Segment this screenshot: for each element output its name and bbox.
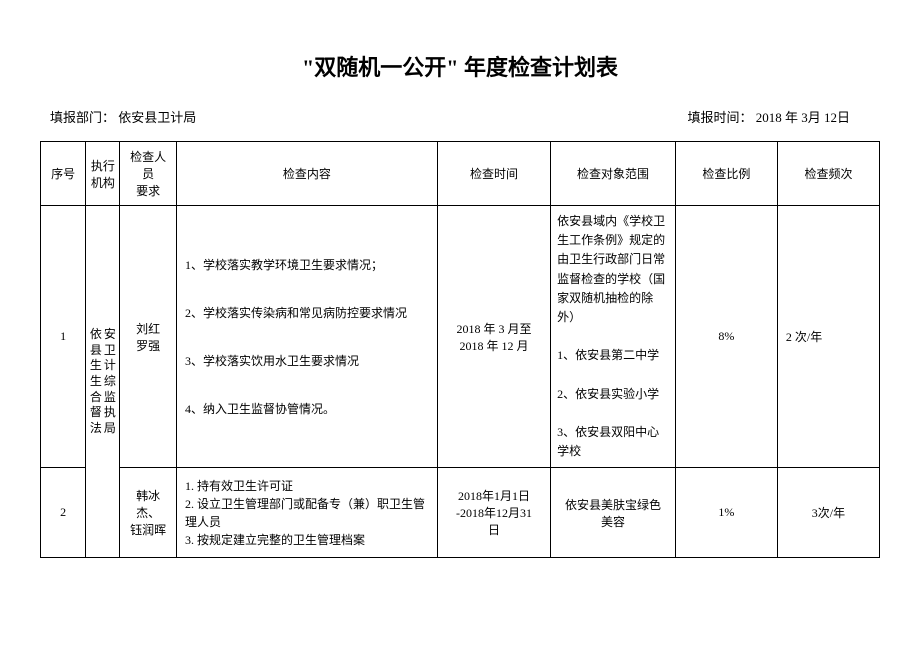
- cell-scope: 依安县美肤宝绿色美容: [551, 468, 676, 558]
- cell-scope: 依安县域内《学校卫生工作条例》规定的由卫生行政部门日常监督检查的学校（国家双随机…: [551, 206, 676, 468]
- header-freq: 检查频次: [777, 142, 879, 206]
- cell-time: 2018年1月1日-2018年12月31日: [437, 468, 550, 558]
- meta-left-label: 填报部门：: [50, 110, 115, 125]
- cell-org: 依县生生合督法 安卫计综监执局: [86, 206, 120, 558]
- header-seq: 序号: [41, 142, 86, 206]
- header-content: 检查内容: [177, 142, 438, 206]
- cell-seq: 2: [41, 468, 86, 558]
- table-row: 2 韩冰杰、钰润晖 1. 持有效卫生许可证2. 设立卫生管理部门或配备专（兼）职…: [41, 468, 880, 558]
- cell-seq: 1: [41, 206, 86, 468]
- header-time: 检查时间: [437, 142, 550, 206]
- cell-freq: 2 次/年: [777, 206, 879, 468]
- meta-right: 填报时间： 2018 年 3月 12日: [687, 107, 850, 126]
- meta-right-value: 2018 年 3月 12日: [756, 110, 850, 125]
- header-ratio: 检查比例: [675, 142, 777, 206]
- meta-left: 填报部门： 依安县卫计局: [50, 107, 196, 126]
- meta-row: 填报部门： 依安县卫计局 填报时间： 2018 年 3月 12日: [40, 107, 880, 126]
- table-row: 1 依县生生合督法 安卫计综监执局 刘红罗强 1、学校落实教学环境卫生要求情况；…: [41, 206, 880, 468]
- header-org: 执行机构: [86, 142, 120, 206]
- cell-ratio: 1%: [675, 468, 777, 558]
- cell-content: 1. 持有效卫生许可证2. 设立卫生管理部门或配备专（兼）职卫生管理人员3. 按…: [177, 468, 438, 558]
- cell-staff: 韩冰杰、钰润晖: [120, 468, 177, 558]
- cell-freq: 3次/年: [777, 468, 879, 558]
- page-title: "双随机一公开" 年度检查计划表: [40, 50, 880, 82]
- header-staff: 检查人员要求: [120, 142, 177, 206]
- cell-staff: 刘红罗强: [120, 206, 177, 468]
- table-header-row: 序号 执行机构 检查人员要求 检查内容 检查时间 检查对象范围 检查比例 检查频…: [41, 142, 880, 206]
- cell-ratio: 8%: [675, 206, 777, 468]
- cell-content: 1、学校落实教学环境卫生要求情况；2、学校落实传染病和常见病防控要求情况3、学校…: [177, 206, 438, 468]
- meta-right-label: 填报时间：: [687, 110, 752, 125]
- cell-time: 2018 年 3 月至2018 年 12 月: [437, 206, 550, 468]
- meta-left-value: 依安县卫计局: [118, 110, 196, 125]
- header-scope: 检查对象范围: [551, 142, 676, 206]
- inspection-table: 序号 执行机构 检查人员要求 检查内容 检查时间 检查对象范围 检查比例 检查频…: [40, 141, 880, 558]
